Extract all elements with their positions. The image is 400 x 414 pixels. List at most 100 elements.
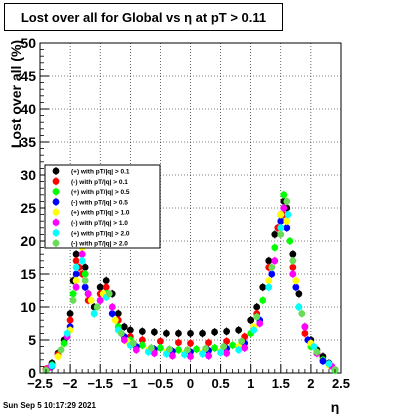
data-point [268, 264, 276, 271]
data-point [72, 270, 80, 278]
data-point [138, 341, 146, 349]
data-point [277, 224, 285, 232]
y-axis-label: Lost over all (%) [8, 40, 24, 148]
legend-label: (-) with pT/|q| > 1.0 [71, 220, 128, 227]
data-point [241, 344, 249, 352]
data-point [150, 328, 158, 336]
data-point [295, 290, 303, 298]
data-point [202, 345, 209, 352]
data-point [96, 283, 104, 291]
data-point [117, 330, 125, 337]
y-tick-label: 50 [20, 35, 36, 51]
data-point [150, 349, 158, 357]
data-point [57, 346, 65, 354]
data-point [147, 344, 155, 352]
data-point [126, 326, 134, 334]
data-point [72, 257, 80, 265]
data-point [289, 270, 297, 278]
data-point [223, 337, 231, 345]
data-point [247, 316, 255, 324]
data-point [199, 330, 206, 337]
data-point [175, 330, 182, 337]
data-point [81, 277, 89, 284]
data-point [72, 277, 80, 284]
legend-label: (-) with pT/|q| > 2.0 [71, 241, 128, 248]
y-tick-label: 25 [20, 200, 36, 216]
data-point [283, 198, 291, 205]
y-tick-label: 20 [20, 233, 36, 249]
data-point [289, 257, 297, 265]
data-point [102, 283, 110, 291]
data-point [238, 337, 246, 345]
legend-label: (+) with pT/|q| > 1.0 [71, 210, 130, 217]
data-point [138, 336, 146, 344]
data-point [87, 297, 95, 304]
data-point [120, 323, 128, 331]
data-point [163, 330, 170, 337]
data-point [265, 277, 273, 284]
data-point [220, 343, 228, 350]
data-point [108, 303, 116, 311]
data-point [60, 339, 68, 347]
data-point [298, 310, 306, 317]
axes: −2.5 −2 −1.5 −1 −0.5 0 0.5 1 1.5 2 2.5 0 5 10 15 20 25 30… [20, 35, 350, 391]
data-point [271, 257, 279, 265]
data-point [175, 346, 182, 354]
legend: (+) with pT/|q| > 0.1 (-) with pT/|q| > 0… [44, 164, 161, 249]
data-point [259, 297, 267, 304]
data-point [184, 346, 191, 354]
data-point [292, 283, 300, 291]
data-point [211, 328, 218, 336]
data-point [93, 303, 101, 311]
data-point [78, 257, 86, 265]
data-point [114, 310, 122, 317]
y-tick-label: 15 [20, 266, 36, 282]
data-point [277, 217, 285, 225]
x-tick-label: 0.5 [212, 376, 230, 391]
data-point [72, 283, 80, 291]
y-tick-label: 30 [20, 167, 36, 183]
y-tick-label: 45 [20, 68, 36, 84]
data-point [66, 310, 74, 317]
data-point [292, 277, 300, 284]
data-point [193, 345, 200, 353]
data-point [84, 290, 92, 298]
data-point [283, 224, 291, 232]
data-point [157, 337, 164, 345]
data-point [138, 328, 146, 335]
legend-box [44, 164, 161, 249]
data-point [289, 250, 297, 258]
y-tick-label: 10 [20, 299, 36, 315]
x-tick-label: 2.5 [332, 376, 350, 391]
data-point [102, 277, 110, 284]
data-point [48, 362, 56, 370]
data-point [108, 310, 116, 317]
data-point [283, 217, 291, 225]
legend-label: (-) with pT/|q| > 0.1 [71, 179, 128, 186]
data-point [223, 328, 231, 335]
data-point [280, 191, 288, 199]
data-point [250, 326, 258, 334]
data-point [187, 339, 194, 347]
data-point [175, 339, 182, 347]
data-point [259, 283, 267, 291]
data-point [325, 360, 333, 368]
data-point [54, 353, 62, 360]
data-point [199, 350, 206, 358]
x-tick-label: 0 [187, 376, 194, 391]
data-point [265, 257, 273, 265]
data-point [81, 270, 89, 278]
x-tick-label: 1.5 [272, 376, 290, 391]
data-point [235, 346, 243, 354]
data-point [280, 204, 288, 212]
data-point [217, 349, 225, 356]
x-tick-label: −0.5 [148, 376, 174, 391]
data-point [187, 353, 194, 360]
data-point [69, 290, 77, 298]
data-point [289, 264, 297, 271]
x-tick-label: 1 [247, 376, 254, 391]
data-point [284, 211, 292, 219]
legend-label: (+) with pT/|q| > 0.5 [71, 189, 130, 196]
data-point [235, 326, 243, 334]
